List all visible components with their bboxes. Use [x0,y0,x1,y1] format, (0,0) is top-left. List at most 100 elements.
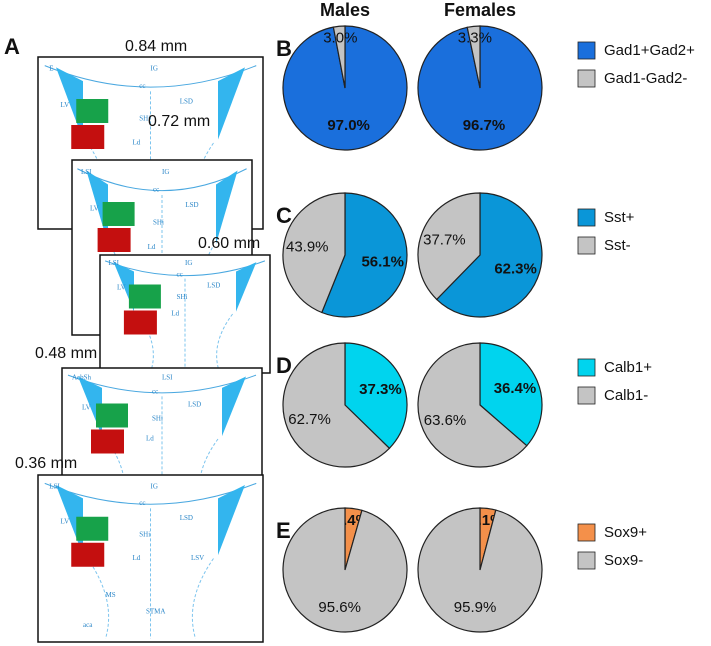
ventricle [218,67,245,140]
atlas-label: AcbSh [72,374,92,382]
ventricle [86,170,108,244]
ventricle [222,376,246,437]
atlas-label: Ld [133,554,141,562]
legend-swatch [577,69,596,88]
roi-green [102,202,135,226]
pie-value-label: 37.7% [423,231,466,248]
legend-swatch [577,236,596,255]
pie-slice [417,192,481,301]
pie-value-label: 43.9% [286,239,329,256]
pie-slice [466,25,481,89]
legend-swatch [577,208,596,227]
atlas-label: Ld [171,310,179,318]
pie-value-label: 36.4% [494,380,537,397]
legend-label: Sox9- [604,552,643,569]
legend-swatch [577,551,596,570]
pie-value-label: 3.3% [458,30,492,47]
atlas-label: cc [153,185,159,193]
atlas-label: aca [83,621,93,629]
panel-letter: B [276,36,292,61]
atlas-label: LSI [109,259,120,267]
panel-letter: A [4,34,20,59]
roi-red [97,228,131,252]
pie-value-label: 62.7% [288,411,331,428]
atlas-label: IG [162,168,169,176]
pie-slice [321,192,408,318]
ventricle [113,262,134,312]
panel-letter: E [276,518,291,543]
roi-red [123,310,157,335]
atlas-label: LSI [49,482,60,490]
pie-value-label: 37.3% [359,381,402,398]
atlas-label: cc [139,82,145,90]
pie-slice [332,25,346,89]
atlas-label: IG [151,482,158,490]
legend-label: Sst+ [604,209,635,226]
section-distance: 0.36 mm [15,455,77,472]
septum-outline [87,558,214,639]
section-distance: 0.84 mm [125,38,187,55]
panel-letter: D [276,353,292,378]
pie-slice [479,342,543,447]
atlas-section: LV cc LSD SHi Ld IG LSI LSV MS STMA aca [37,474,264,643]
legend-label: Sst- [604,237,631,254]
atlas-label: SHi [139,115,150,123]
atlas-label: LSD [188,401,201,409]
pie-slice [417,342,528,468]
pie-value-label: 56.1% [361,253,404,270]
pie-slice [282,507,408,633]
legend-label: Sox9+ [604,524,647,541]
atlas-label: LSD [207,281,220,289]
section-distance: 0.48 mm [35,345,97,362]
atlas-label: LSI [81,168,92,176]
pie-slice [344,342,408,450]
atlas-label: LSD [180,97,193,105]
atlas-label: IG [151,65,158,73]
pie-value-label: 97.0% [327,117,370,134]
atlas-label: SHi [152,415,163,423]
legend-swatch [577,523,596,542]
atlas-label: cc [139,499,145,507]
atlas-label: LSD [185,201,198,209]
roi-green [76,516,109,541]
atlas-label: LSD [180,514,193,522]
roi-red [71,125,105,149]
section-distance: 0.60 mm [198,235,260,252]
legend-label: Calb1- [604,387,648,404]
atlas-label: LSV [191,554,204,562]
roi-green [128,284,161,309]
atlas-label: MS [106,591,116,599]
pie-slice [417,507,543,633]
legend-label: Gad1-Gad2- [604,70,687,87]
pie-value-label: 95.9% [454,599,497,616]
atlas-label: SHi [139,531,150,539]
ventricle [56,67,83,140]
atlas-label: cc [152,388,158,396]
pie-value-label: 95.6% [318,599,361,616]
roi-red [91,429,124,454]
atlas-label: LV [117,284,126,292]
pie-value-label: 62.3% [494,260,537,277]
pie-slice [282,192,346,314]
atlas-label: STMA [146,608,165,616]
atlas-label: LV [61,101,70,109]
pie-value-label: 3.0% [323,30,357,47]
atlas-label: Ld [148,243,156,251]
legend-swatch [577,386,596,405]
roi-green [96,403,128,428]
ventricle [56,485,83,556]
atlas-label: SHi [153,219,164,227]
atlas-label: LV [90,205,99,213]
legend-label: Gad1+Gad2+ [604,42,695,59]
legend-swatch [577,358,596,377]
ventricle [218,485,245,556]
pie-value-label: 63.6% [424,412,467,429]
legend-label: Calb1+ [604,359,652,376]
atlas-label: IG [185,259,192,267]
legend-swatch [577,41,596,60]
atlas-label: Ld [146,435,154,443]
atlas-label: LSI [162,374,173,382]
ventricle [216,170,238,244]
atlas-label: Ld [133,139,141,147]
